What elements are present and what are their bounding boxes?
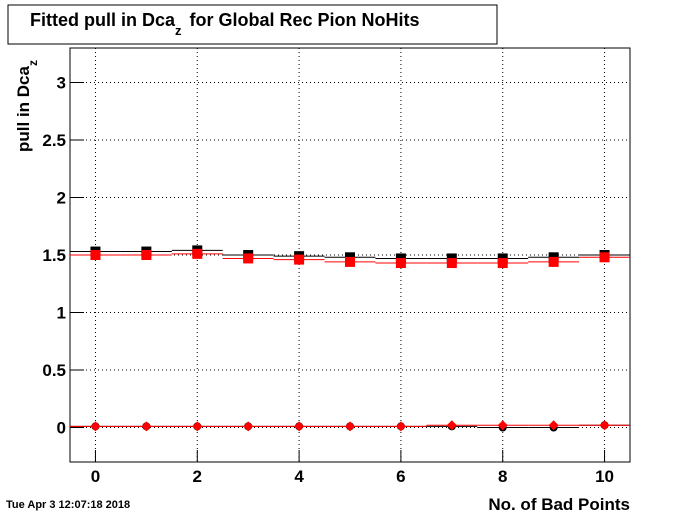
y-tick-label: 1.5	[42, 246, 66, 265]
marker	[243, 253, 254, 264]
x-tick-label: 6	[396, 467, 405, 486]
marker	[548, 420, 559, 431]
x-tick-label: 8	[498, 467, 507, 486]
x-tick-label: 10	[595, 467, 614, 486]
title-text: Fitted pull in Dca	[30, 10, 176, 30]
y-tick-label: 3	[57, 74, 66, 93]
x-axis-label: No. of Bad Points	[488, 495, 630, 514]
marker	[345, 421, 355, 432]
marker	[294, 254, 305, 265]
marker	[548, 256, 559, 267]
ylabel-subscript: z	[26, 60, 40, 66]
y-tick-label: 2.5	[42, 131, 66, 150]
y-tick-label: 2	[57, 189, 66, 208]
marker	[192, 248, 203, 259]
y-axis-label: pull in Dcaz	[14, 60, 40, 152]
marker	[141, 421, 152, 432]
timestamp: Tue Apr 3 12:07:18 2018	[6, 499, 130, 511]
marker	[395, 421, 406, 432]
marker	[599, 420, 610, 431]
marker	[243, 421, 254, 432]
ylabel-text: pull in Dca	[14, 66, 33, 153]
title-subscript: z	[175, 23, 182, 38]
marker	[192, 421, 203, 432]
chart-title: Fitted pull in Dcaz for Global Rec Pion N…	[30, 10, 420, 38]
y-tick-label: 1	[57, 304, 66, 323]
marker	[446, 258, 457, 269]
marker	[395, 258, 406, 269]
marker	[497, 258, 508, 269]
marker	[599, 252, 610, 263]
title-box	[7, 4, 498, 45]
x-tick-label: 4	[294, 467, 304, 486]
marker	[141, 250, 152, 260]
y-tick-label: 0.5	[42, 361, 66, 380]
marker	[497, 420, 508, 431]
x-tick-label: 2	[193, 467, 202, 486]
title-suffix: for Global Rec Pion NoHits	[190, 10, 420, 30]
marker	[90, 421, 101, 432]
marker	[90, 250, 101, 260]
x-tick-label: 0	[91, 467, 100, 486]
marker	[294, 421, 305, 432]
marker	[345, 256, 355, 267]
y-tick-label: 0	[57, 419, 66, 438]
marker	[446, 420, 457, 431]
